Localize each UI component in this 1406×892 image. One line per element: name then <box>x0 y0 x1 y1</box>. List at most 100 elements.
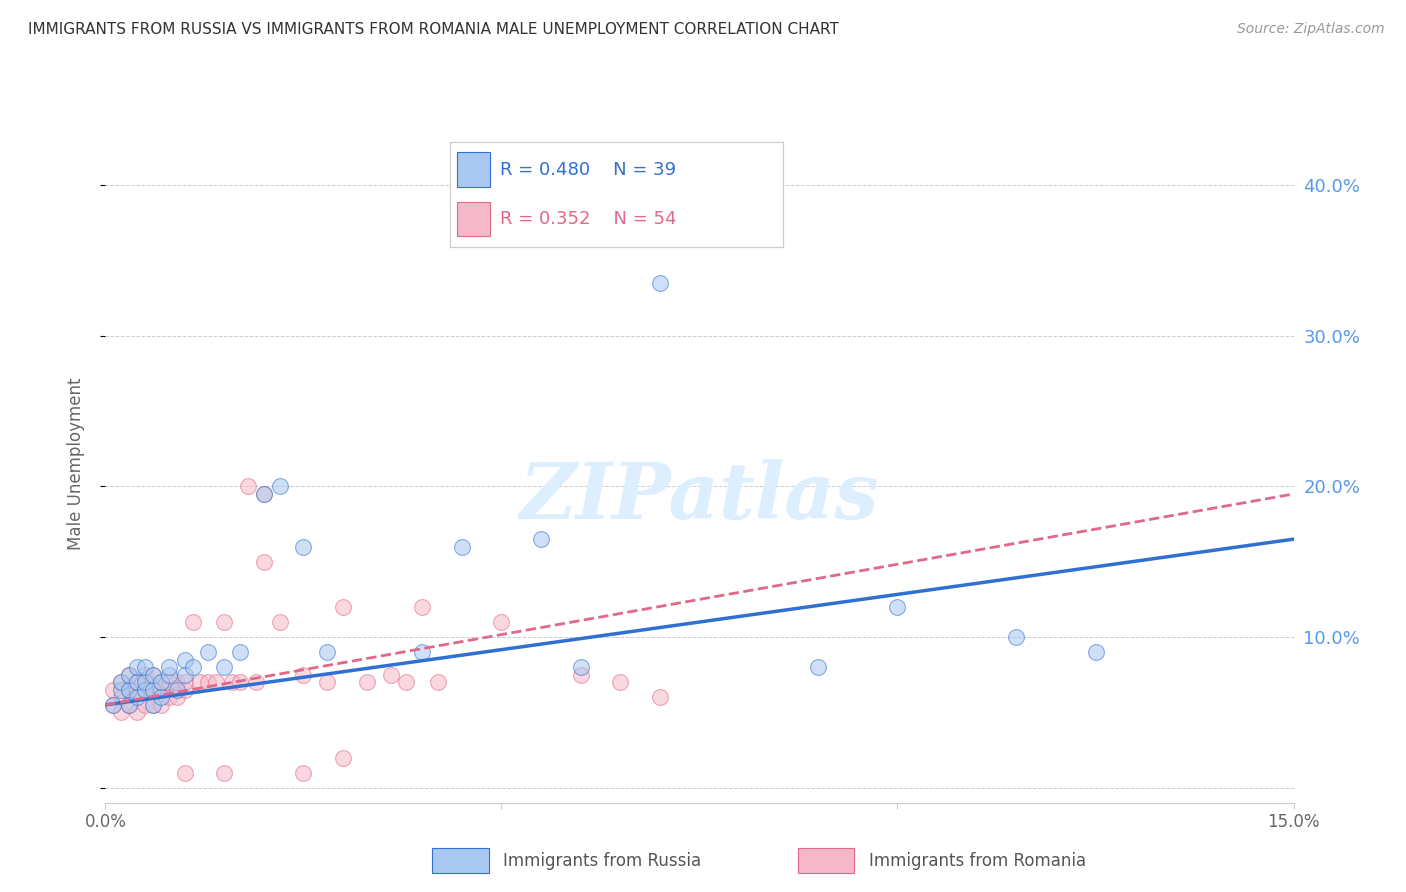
Point <box>103 698 125 712</box>
Point <box>807 660 830 674</box>
Point <box>648 690 671 705</box>
Point <box>149 675 172 690</box>
Point <box>127 706 149 720</box>
Point <box>127 675 149 690</box>
Bar <box>432 847 489 872</box>
Y-axis label: Male Unemployment: Male Unemployment <box>66 377 84 550</box>
Point <box>569 667 592 681</box>
Point <box>205 675 228 690</box>
Point <box>134 675 156 690</box>
Point <box>127 675 149 690</box>
Point <box>411 645 433 659</box>
Text: Source: ZipAtlas.com: Source: ZipAtlas.com <box>1237 22 1385 37</box>
Point <box>245 675 267 690</box>
Point <box>118 682 141 697</box>
Point <box>134 682 156 697</box>
Point <box>110 690 132 705</box>
Point <box>118 682 141 697</box>
Point <box>157 660 180 674</box>
Point <box>269 479 291 493</box>
Point <box>253 487 276 501</box>
Point <box>292 765 315 780</box>
Text: Immigrants from Russia: Immigrants from Russia <box>503 852 702 870</box>
Point <box>332 599 354 614</box>
Point <box>491 615 513 629</box>
Point <box>609 675 631 690</box>
Point <box>110 706 132 720</box>
Point <box>214 660 236 674</box>
Point <box>134 682 156 697</box>
Point <box>380 667 402 681</box>
Point <box>197 645 219 659</box>
Point <box>530 532 553 546</box>
Point <box>648 276 671 290</box>
Point <box>181 615 204 629</box>
Point <box>142 698 165 712</box>
Point <box>149 690 172 705</box>
Point <box>214 615 236 629</box>
Point <box>316 645 339 659</box>
Point <box>157 675 180 690</box>
Point <box>149 682 172 697</box>
Point <box>142 698 165 712</box>
Point <box>157 690 180 705</box>
Point <box>236 479 259 493</box>
Point <box>166 682 188 697</box>
Point <box>134 660 156 674</box>
Point <box>134 667 156 681</box>
Point <box>142 667 165 681</box>
Point <box>103 698 125 712</box>
Point <box>332 750 354 764</box>
Point <box>142 682 165 697</box>
Point <box>157 667 180 681</box>
Point <box>427 675 450 690</box>
Point <box>269 615 291 629</box>
Point <box>181 660 204 674</box>
Point <box>127 690 149 705</box>
Point <box>118 667 141 681</box>
Point <box>886 599 908 614</box>
Point <box>292 540 315 554</box>
Point <box>173 675 195 690</box>
Point <box>149 698 172 712</box>
Point <box>190 675 212 690</box>
Point <box>110 675 132 690</box>
Point <box>166 675 188 690</box>
Point <box>316 675 339 690</box>
Point <box>395 675 418 690</box>
Point <box>110 675 132 690</box>
Point <box>1005 630 1028 644</box>
Text: ZIPatlas: ZIPatlas <box>520 459 879 536</box>
Point <box>142 682 165 697</box>
Point <box>1084 645 1107 659</box>
Point <box>127 682 149 697</box>
Point <box>253 555 276 569</box>
Point <box>173 653 195 667</box>
Point <box>214 765 236 780</box>
Point <box>127 660 149 674</box>
Point <box>166 690 188 705</box>
Point <box>221 675 243 690</box>
Point <box>229 675 252 690</box>
Point <box>197 675 219 690</box>
Text: Immigrants from Romania: Immigrants from Romania <box>869 852 1085 870</box>
Point <box>149 675 172 690</box>
Point <box>173 765 195 780</box>
Point <box>229 645 252 659</box>
Point <box>173 682 195 697</box>
Point <box>142 667 165 681</box>
Point <box>118 698 141 712</box>
Text: IMMIGRANTS FROM RUSSIA VS IMMIGRANTS FROM ROMANIA MALE UNEMPLOYMENT CORRELATION : IMMIGRANTS FROM RUSSIA VS IMMIGRANTS FRO… <box>28 22 839 37</box>
Point <box>292 667 315 681</box>
Point <box>356 675 378 690</box>
Point <box>134 698 156 712</box>
Point <box>173 667 195 681</box>
Bar <box>797 847 855 872</box>
Point <box>103 682 125 697</box>
Point <box>118 667 141 681</box>
Point <box>253 487 276 501</box>
Point <box>118 698 141 712</box>
Point <box>110 682 132 697</box>
Point <box>450 540 472 554</box>
Point <box>569 660 592 674</box>
